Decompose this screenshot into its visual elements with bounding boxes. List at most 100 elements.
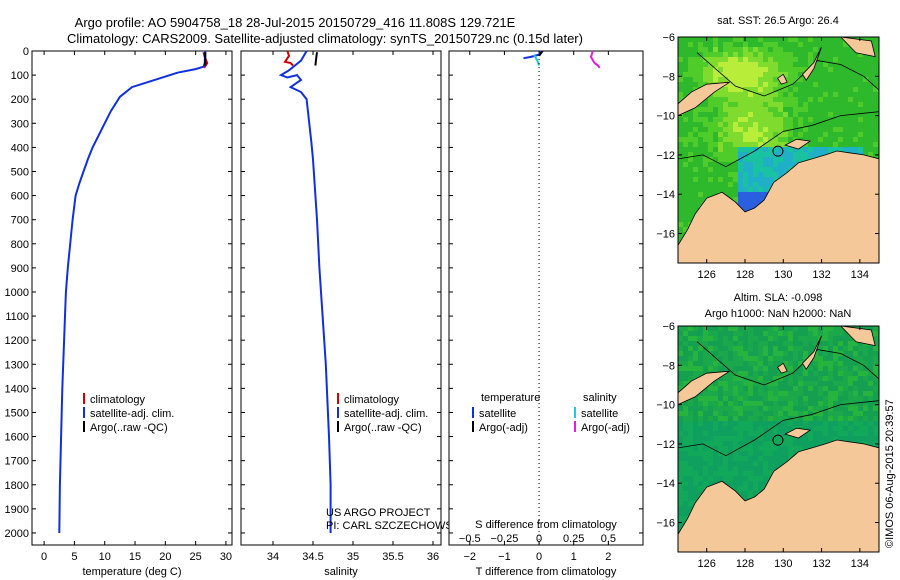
field-cell bbox=[773, 341, 778, 346]
field-cell bbox=[793, 107, 798, 112]
field-cell bbox=[828, 356, 833, 361]
field-cell bbox=[813, 42, 818, 47]
field-cell bbox=[818, 77, 823, 82]
field-cell bbox=[798, 441, 803, 446]
field-cell bbox=[848, 97, 853, 102]
field-cell bbox=[798, 436, 803, 441]
field-cell bbox=[748, 42, 753, 47]
series-t-argo-adj- bbox=[538, 50, 544, 57]
field-cell bbox=[688, 431, 693, 436]
field-cell bbox=[683, 326, 688, 331]
field-cell bbox=[748, 431, 753, 436]
field-cell bbox=[693, 451, 698, 456]
field-cell bbox=[748, 117, 753, 122]
field-cell bbox=[818, 37, 823, 42]
field-cell bbox=[818, 122, 823, 127]
field-cell bbox=[688, 182, 693, 187]
field-cell bbox=[803, 147, 808, 152]
field-cell bbox=[763, 87, 768, 92]
field-cell bbox=[773, 411, 778, 416]
field-cell bbox=[778, 426, 783, 431]
field-cell bbox=[838, 386, 843, 391]
field-cell bbox=[728, 47, 733, 52]
field-cell bbox=[723, 42, 728, 47]
field-cell bbox=[798, 386, 803, 391]
field-cell bbox=[723, 476, 728, 481]
field-cell bbox=[703, 47, 708, 52]
field-cell bbox=[688, 62, 693, 67]
field-cell bbox=[863, 401, 868, 406]
field-cell bbox=[783, 67, 788, 72]
field-cell bbox=[853, 87, 858, 92]
field-cell bbox=[813, 67, 818, 72]
field-cell bbox=[798, 117, 803, 122]
field-cell bbox=[803, 331, 808, 336]
field-cell bbox=[843, 336, 848, 341]
field-cell bbox=[758, 52, 763, 57]
field-cell bbox=[823, 37, 828, 42]
field-cell bbox=[758, 87, 763, 92]
field-cell bbox=[843, 62, 848, 67]
field-cell bbox=[783, 157, 788, 162]
field-cell bbox=[773, 67, 778, 72]
field-cell bbox=[713, 162, 718, 167]
field-cell bbox=[838, 331, 843, 336]
field-cell bbox=[788, 77, 793, 82]
field-cell bbox=[763, 182, 768, 187]
field-cell bbox=[753, 331, 758, 336]
field-cell bbox=[873, 67, 878, 72]
field-cell bbox=[688, 356, 693, 361]
field-cell bbox=[848, 117, 853, 122]
field-cell bbox=[858, 411, 863, 416]
sla-map: 126 128 130 132 134−6−8−10−12−14−16 bbox=[656, 321, 880, 570]
field-cell bbox=[773, 172, 778, 177]
island bbox=[840, 326, 876, 347]
field-cell bbox=[848, 366, 853, 371]
field-cell bbox=[738, 92, 743, 97]
field-cell bbox=[873, 401, 878, 406]
field-cell bbox=[713, 102, 718, 107]
field-cell bbox=[693, 411, 698, 416]
field-cell bbox=[773, 52, 778, 57]
field-cell bbox=[778, 172, 783, 177]
field-cell bbox=[728, 187, 733, 192]
field-cell bbox=[733, 87, 738, 92]
field-cell bbox=[758, 177, 763, 182]
field-cell bbox=[758, 386, 763, 391]
legend-label: climatology bbox=[90, 394, 146, 406]
field-cell bbox=[868, 92, 873, 97]
field-cell bbox=[763, 42, 768, 47]
field-cell bbox=[708, 132, 713, 137]
field-cell bbox=[808, 371, 813, 376]
field-cell bbox=[718, 416, 723, 421]
field-cell bbox=[868, 62, 873, 67]
field-cell bbox=[738, 77, 743, 82]
field-cell bbox=[773, 456, 778, 461]
field-cell bbox=[713, 42, 718, 47]
field-cell bbox=[693, 421, 698, 426]
field-cell bbox=[783, 381, 788, 386]
field-cell bbox=[783, 107, 788, 112]
field-cell bbox=[848, 62, 853, 67]
field-cell bbox=[743, 451, 748, 456]
field-cell bbox=[778, 167, 783, 172]
field-cell bbox=[833, 396, 838, 401]
field-cell bbox=[728, 67, 733, 72]
field-cell bbox=[688, 217, 693, 222]
field-cell bbox=[793, 326, 798, 331]
field-cell bbox=[798, 336, 803, 341]
field-cell bbox=[723, 361, 728, 366]
field-cell bbox=[728, 167, 733, 172]
field-cell bbox=[858, 376, 863, 381]
field-cell bbox=[798, 47, 803, 52]
field-cell bbox=[693, 62, 698, 67]
field-cell bbox=[728, 481, 733, 486]
field-cell bbox=[863, 62, 868, 67]
field-cell bbox=[748, 366, 753, 371]
field-cell bbox=[713, 326, 718, 331]
field-cell bbox=[748, 396, 753, 401]
field-cell bbox=[723, 132, 728, 137]
field-cell bbox=[873, 406, 878, 411]
field-cell bbox=[743, 416, 748, 421]
field-cell bbox=[793, 421, 798, 426]
